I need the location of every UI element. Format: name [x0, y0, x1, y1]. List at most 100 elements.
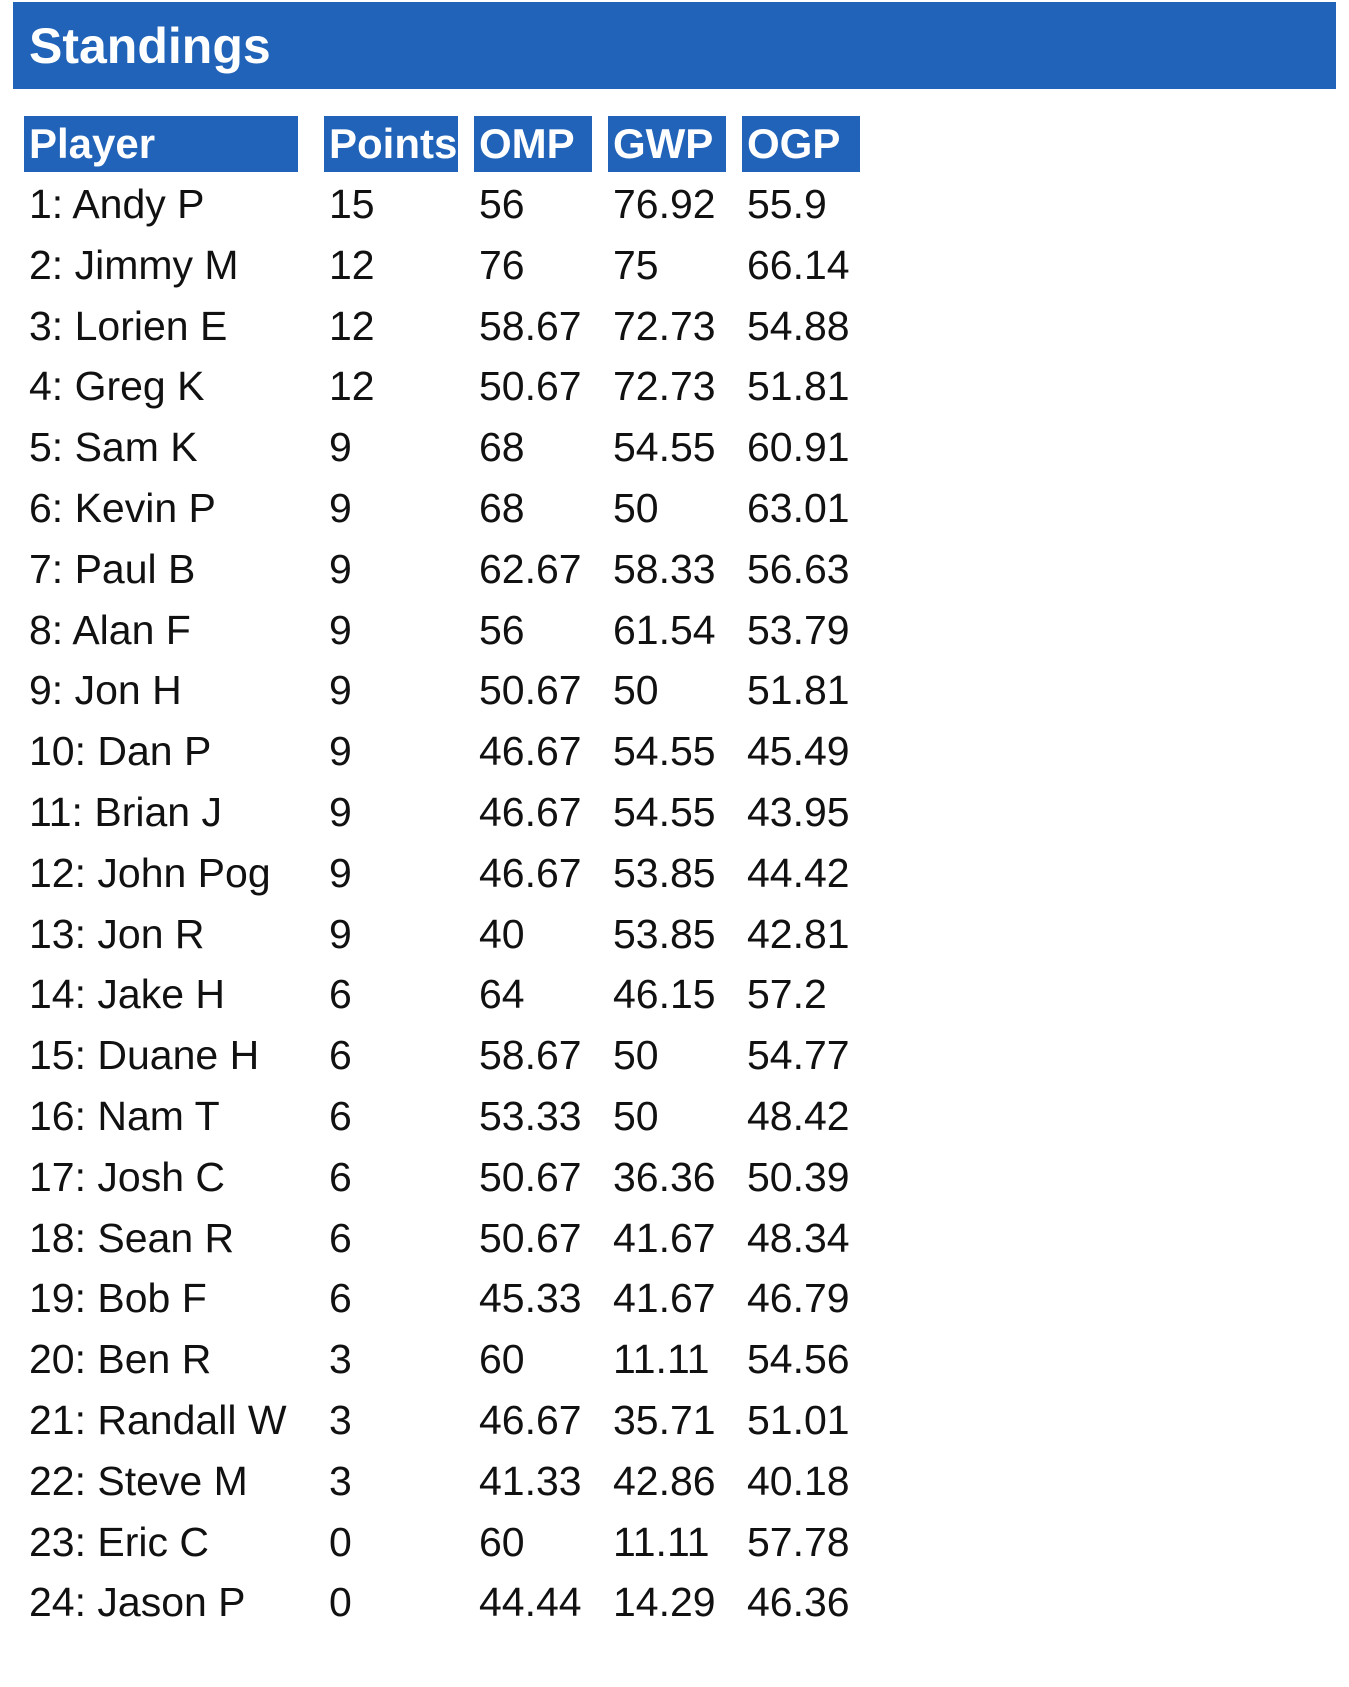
player-cell: 18: Sean R — [29, 1214, 235, 1261]
points-cell: 9 — [329, 606, 352, 653]
omp-cell: 46.67 — [479, 1396, 582, 1443]
ogp-cell: 40.18 — [747, 1457, 850, 1504]
gwp-cell: 42.86 — [613, 1457, 716, 1504]
page-title: Standings — [29, 18, 271, 74]
omp-cell: 60 — [479, 1518, 525, 1565]
player-cell: 1: Andy P — [29, 181, 205, 227]
player-cell: 4: Greg K — [29, 363, 205, 410]
player-cell: 8: Alan F — [29, 606, 191, 653]
gwp-cell: 46.15 — [613, 971, 716, 1018]
points-cell: 9 — [329, 728, 352, 775]
player-cell: 9: Jon H — [29, 667, 182, 714]
ogp-cell: 54.77 — [747, 1032, 850, 1079]
ogp-cell: 51.01 — [747, 1396, 850, 1443]
omp-cell: 41.33 — [479, 1457, 582, 1504]
gwp-cell: 72.73 — [613, 302, 716, 349]
gwp-cell: 72.73 — [613, 363, 716, 410]
omp-cell: 40 — [479, 910, 525, 957]
omp-cell: 58.67 — [479, 1032, 582, 1079]
ogp-cell: 63.01 — [747, 484, 850, 531]
gwp-cell: 14.29 — [613, 1579, 716, 1626]
ogp-cell: 54.88 — [747, 302, 850, 349]
omp-cell: 56 — [479, 606, 525, 653]
column-header-points: Points — [324, 116, 458, 172]
player-cell: 17: Josh C — [29, 1153, 225, 1200]
player-cell: 16: Nam T — [29, 1092, 220, 1139]
ogp-cell: 46.36 — [747, 1579, 850, 1626]
gwp-cell: 76.92 — [613, 181, 716, 227]
omp-cell: 46.67 — [479, 788, 582, 835]
ogp-cell: 54.56 — [747, 1336, 850, 1383]
omp-cell: 53.33 — [479, 1092, 582, 1139]
points-cell: 9 — [329, 849, 352, 896]
player-cell: 21: Randall W — [29, 1396, 287, 1443]
gwp-cell: 53.85 — [613, 849, 716, 896]
player-cell: 19: Bob F — [29, 1275, 207, 1322]
player-cell: 23: Eric C — [29, 1518, 209, 1565]
ogp-cell: 44.42 — [747, 849, 850, 896]
points-cell: 0 — [329, 1579, 352, 1626]
ogp-cell: 45.49 — [747, 728, 850, 775]
ogp-cell: 48.34 — [747, 1214, 850, 1261]
ogp-cell: 43.95 — [747, 788, 850, 835]
points-cell: 6 — [329, 1032, 352, 1079]
gwp-cell: 50 — [613, 484, 659, 531]
points-cell: 9 — [329, 788, 352, 835]
gwp-cell: 41.67 — [613, 1275, 716, 1322]
standings-banner: Standings — [13, 2, 1336, 89]
gwp-cell: 54.55 — [613, 728, 716, 775]
ogp-cell: 57.2 — [747, 971, 827, 1018]
points-cell: 6 — [329, 1092, 352, 1139]
player-cell: 7: Paul B — [29, 545, 196, 592]
points-cell: 15 — [329, 181, 375, 227]
ogp-cell: 50.39 — [747, 1153, 850, 1200]
points-cell: 6 — [329, 971, 352, 1018]
points-cell: 9 — [329, 667, 352, 714]
player-cell: 2: Jimmy M — [29, 241, 239, 288]
omp-cell: 76 — [479, 241, 525, 288]
player-cell: 5: Sam K — [29, 424, 198, 471]
player-cell: 13: Jon R — [29, 910, 205, 957]
gwp-cell: 41.67 — [613, 1214, 716, 1261]
gwp-cell: 50 — [613, 667, 659, 714]
points-cell: 0 — [329, 1518, 352, 1565]
player-cell: 11: Brian J — [29, 788, 222, 835]
omp-cell: 50.67 — [479, 667, 582, 714]
omp-cell: 50.67 — [479, 1214, 582, 1261]
column-header-gwp: GWP — [608, 116, 726, 172]
gwp-cell: 50 — [613, 1032, 659, 1079]
ogp-cell: 46.79 — [747, 1275, 850, 1322]
omp-cell: 46.67 — [479, 728, 582, 775]
omp-cell: 44.44 — [479, 1579, 582, 1626]
gwp-cell: 11.11 — [613, 1518, 710, 1565]
points-cell: 9 — [329, 910, 352, 957]
ogp-cell: 48.42 — [747, 1092, 850, 1139]
gwp-cell: 35.71 — [613, 1396, 716, 1443]
player-cell: 15: Duane H — [29, 1032, 260, 1079]
player-cell: 14: Jake H — [29, 971, 225, 1018]
omp-cell: 56 — [479, 181, 525, 227]
points-cell: 9 — [329, 484, 352, 531]
ogp-cell: 51.81 — [747, 667, 850, 714]
points-cell: 12 — [329, 241, 375, 288]
column-header-omp: OMP — [474, 116, 592, 172]
omp-cell: 62.67 — [479, 545, 582, 592]
gwp-cell: 11.11 — [613, 1336, 710, 1383]
ogp-cell: 55.9 — [747, 181, 827, 227]
ogp-cell: 66.14 — [747, 241, 850, 288]
player-cell: 12: John Pog — [29, 849, 271, 896]
gwp-cell: 53.85 — [613, 910, 716, 957]
points-cell: 9 — [329, 424, 352, 471]
points-cell: 3 — [329, 1457, 352, 1504]
player-cell: 3: Lorien E — [29, 302, 228, 349]
points-cell: 6 — [329, 1275, 352, 1322]
player-cell: 22: Steve M — [29, 1457, 248, 1504]
points-cell: 12 — [329, 363, 375, 410]
column-header-player: Player — [24, 116, 298, 172]
omp-cell: 68 — [479, 484, 525, 531]
ogp-cell: 57.78 — [747, 1518, 850, 1565]
gwp-cell: 36.36 — [613, 1153, 716, 1200]
column-header-ogp: OGP — [742, 116, 860, 172]
omp-cell: 68 — [479, 424, 525, 471]
omp-cell: 50.67 — [479, 1153, 582, 1200]
